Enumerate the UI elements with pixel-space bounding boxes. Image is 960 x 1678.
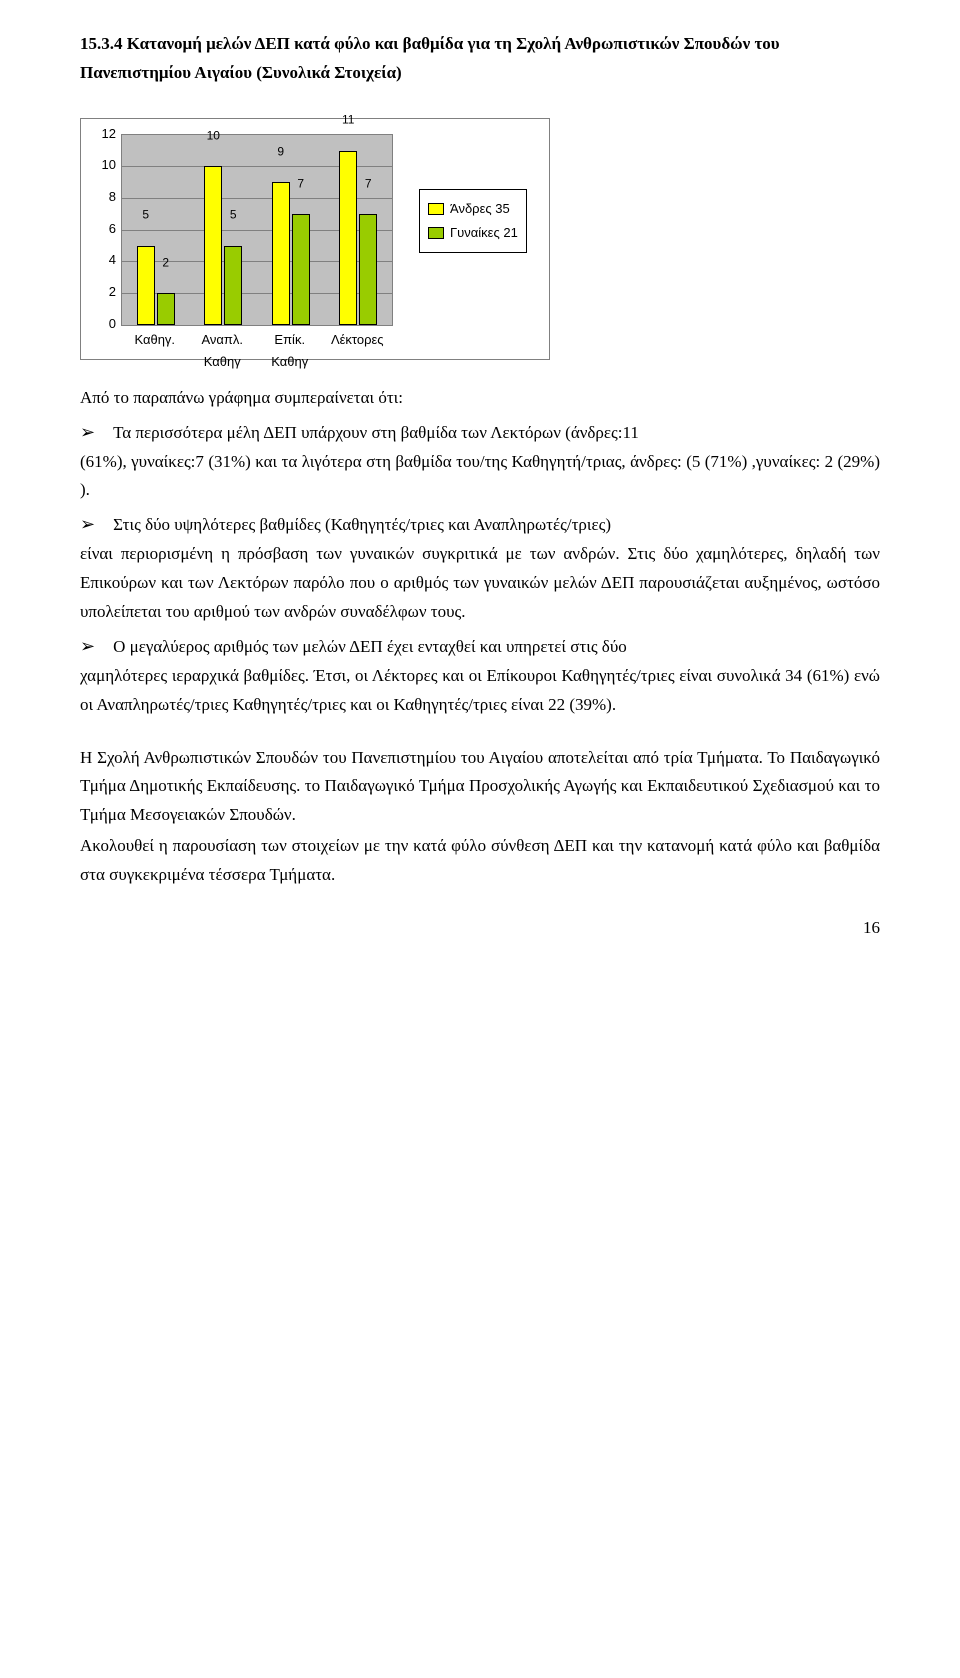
bar <box>204 166 222 324</box>
x-tick-label: Αναπλ. Καθηγ <box>189 329 257 373</box>
legend-item-men: Άνδρες 35 <box>428 198 518 220</box>
bar-value-label: 7 <box>359 173 377 193</box>
bullet-cont-2: είναι περιορισμένη η πρόσβαση των γυναικ… <box>80 540 880 627</box>
bar-value-label: 5 <box>224 205 242 225</box>
bar-value-label: 5 <box>137 205 155 225</box>
bar <box>157 293 175 325</box>
paragraph-2: Ακολουθεί η παρουσίαση των στοιχείων με … <box>80 832 880 890</box>
bullet-text-1: Τα περισσότερα μέλη ΔΕΠ υπάρχουν στη βαθ… <box>113 419 639 448</box>
bullet-text-2: Στις δύο υψηλότερες βαθμίδες (Καθηγητές/… <box>113 511 611 540</box>
bar <box>224 246 242 325</box>
x-tick-label: Επίκ. Καθηγ <box>256 329 324 373</box>
bar <box>339 151 357 325</box>
bar-value-label: 11 <box>339 110 357 130</box>
page-number: 16 <box>80 914 880 943</box>
bullet-icon: ➢ <box>80 511 95 538</box>
legend-label: Άνδρες 35 <box>450 198 510 220</box>
bullet-cont-3: χαμηλότερες ιεραρχικά βαθμίδες. Έτσι, οι… <box>80 662 880 720</box>
chart-plot: 024681012 5210597117 Καθηγ.Αναπλ. ΚαθηγΕ… <box>91 129 401 349</box>
y-tick-label: 12 <box>91 123 116 145</box>
bar-value-label: 7 <box>292 173 310 193</box>
x-tick-label: Καθηγ. <box>121 329 189 351</box>
body-text: Από το παραπάνω γράφημα συμπεραίνεται ότ… <box>80 384 880 890</box>
bullet-text-3: Ο μεγαλύερος αριθμός των μελών ΔΕΠ έχει … <box>113 633 627 662</box>
y-tick-label: 4 <box>91 249 116 271</box>
y-tick-label: 8 <box>91 186 116 208</box>
bar-chart-container: 024681012 5210597117 Καθηγ.Αναπλ. ΚαθηγΕ… <box>80 118 550 360</box>
bar-value-label: 9 <box>272 142 290 162</box>
bar-value-label: 10 <box>204 126 222 146</box>
paragraph-1: Η Σχολή Ανθρωπιστικών Σπουδών του Πανεπι… <box>80 744 880 831</box>
x-tick-label: Λέκτορες <box>324 329 392 351</box>
legend-swatch-icon <box>428 227 444 239</box>
legend-label: Γυναίκες 21 <box>450 222 518 244</box>
legend-swatch-icon <box>428 203 444 215</box>
bar <box>292 214 310 325</box>
bullet-cont-1: (61%), γυναίκες:7 (31%) και τα λιγότερα … <box>80 448 880 506</box>
y-tick-label: 0 <box>91 313 116 335</box>
plot-area: 5210597117 <box>121 134 393 326</box>
y-tick-label: 10 <box>91 154 116 176</box>
bar <box>359 214 377 325</box>
y-tick-label: 6 <box>91 218 116 240</box>
bar <box>137 246 155 325</box>
intro-text: Από το παραπάνω γράφημα συμπεραίνεται ότ… <box>80 384 880 413</box>
bullet-icon: ➢ <box>80 419 95 446</box>
bar <box>272 182 290 325</box>
y-tick-label: 2 <box>91 281 116 303</box>
section-heading: 15.3.4 Κατανομή μελών ΔΕΠ κατά φύλο και … <box>80 30 880 88</box>
bullet-icon: ➢ <box>80 633 95 660</box>
bar-value-label: 2 <box>157 252 175 272</box>
legend-item-women: Γυναίκες 21 <box>428 222 518 244</box>
chart-legend: Άνδρες 35 Γυναίκες 21 <box>419 189 527 253</box>
